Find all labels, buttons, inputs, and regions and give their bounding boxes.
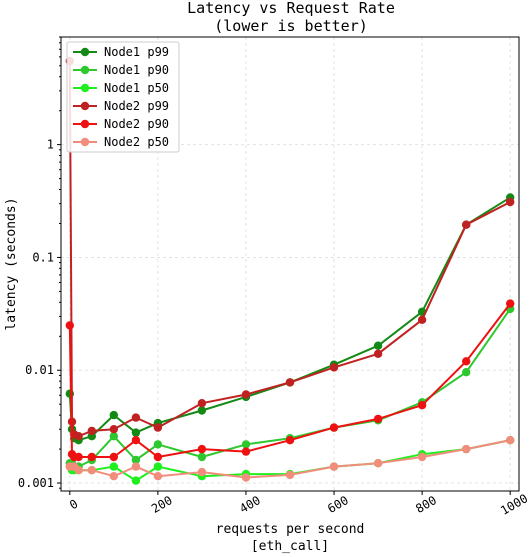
data-point-node1-p99 <box>197 406 207 415</box>
data-point-node1-p90 <box>197 452 207 462</box>
data-point-node2-p50 <box>373 459 383 468</box>
legend-label-node1-p90: Node1 p90 <box>104 63 169 77</box>
data-point-node2-p50 <box>153 472 163 481</box>
grid <box>61 37 519 491</box>
data-point-node2-p90 <box>153 452 163 462</box>
x-axis-label-line2: [eth_call] <box>251 539 329 554</box>
data-point-node2-p99 <box>373 349 383 358</box>
data-point-node2-p99 <box>74 432 83 441</box>
data-point-node2-p90 <box>329 423 339 432</box>
legend-label-node1-p99: Node1 p99 <box>104 45 169 59</box>
data-point-node2-p99 <box>241 390 251 399</box>
data-point-node2-p90 <box>506 299 515 308</box>
chart-title-line1: Latency vs Request Rate <box>187 0 395 17</box>
legend-marker-node2-p99 <box>80 101 90 111</box>
data-point-node2-p50 <box>285 470 295 480</box>
data-point-node2-p90 <box>74 452 83 462</box>
y-tick-label: 0.01 <box>25 363 54 377</box>
data-point-node2-p90 <box>241 447 251 456</box>
data-point-node2-p50 <box>241 473 251 482</box>
data-point-node2-p50 <box>197 467 207 477</box>
x-axis-label-line1: requests per second <box>216 522 365 537</box>
data-point-node2-p99 <box>87 426 97 436</box>
y-tick-label: 1 <box>47 138 54 152</box>
data-point-node2-p99 <box>462 220 471 229</box>
data-point-node2-p50 <box>417 452 427 462</box>
data-point-node2-p90 <box>87 452 97 462</box>
plot-frame <box>60 36 520 492</box>
series-line-node1-p99 <box>68 196 511 442</box>
y-tick-label: 0.001 <box>18 476 54 490</box>
data-point-node1-p50 <box>109 462 119 471</box>
data-point-node1-p99 <box>373 341 383 350</box>
data-point-node1-p99 <box>131 428 141 437</box>
plot-series <box>65 56 515 485</box>
data-point-node1-p99 <box>109 410 119 420</box>
legend: Node1 p99 Node1 p90 Node1 p50 Node2 p99 Node… <box>66 41 180 153</box>
data-point-node1-p90 <box>109 432 119 441</box>
data-point-node2-p99 <box>153 423 163 432</box>
x-tick-label: 800 <box>413 493 439 516</box>
data-point-node2-p50 <box>131 462 141 471</box>
legend-marker-node1-p90 <box>80 65 90 75</box>
data-point-node2-p99 <box>506 197 515 207</box>
data-point-node1-p50 <box>153 462 163 471</box>
data-point-node2-p99 <box>329 363 339 372</box>
data-point-node2-p90 <box>373 414 383 424</box>
data-point-node2-p99 <box>109 425 119 434</box>
x-tick-label: 600 <box>325 493 351 516</box>
data-point-node2-p90 <box>197 444 207 454</box>
y-axis-label: latency (seconds) <box>4 197 19 330</box>
data-point-node2-p99 <box>285 378 295 387</box>
data-point-node2-p90 <box>65 321 75 330</box>
legend-label-node2-p99: Node2 p99 <box>104 99 169 113</box>
legend-label-node2-p90: Node2 p90 <box>104 117 169 131</box>
data-point-node1-p90 <box>131 455 141 465</box>
chart-title-line2: (lower is better) <box>214 17 368 35</box>
data-point-node2-p50 <box>506 436 515 445</box>
data-point-node2-p90 <box>131 436 141 445</box>
data-point-node1-p90 <box>153 440 163 449</box>
legend-marker-node2-p90 <box>80 119 90 129</box>
data-point-node2-p90 <box>462 357 471 366</box>
x-tick-label: 200 <box>149 493 175 516</box>
data-point-node1-p90 <box>241 440 251 449</box>
data-point-node1-p50 <box>131 476 141 485</box>
data-point-node2-p90 <box>417 401 427 410</box>
x-tick-label: 0 <box>67 497 80 513</box>
data-point-node2-p99 <box>197 399 207 408</box>
x-tick-label: 400 <box>237 493 263 516</box>
data-point-node2-p90 <box>109 452 119 462</box>
legend-label-node1-p50: Node1 p50 <box>104 81 169 95</box>
legend-marker-node1-p99 <box>80 47 90 57</box>
data-point-node2-p50 <box>109 472 119 481</box>
legend-marker-node2-p50 <box>80 137 90 147</box>
y-tick-label: 0.1 <box>32 250 54 264</box>
legend-marker-node1-p50 <box>80 83 90 93</box>
data-point-node2-p50 <box>87 466 97 475</box>
data-point-node1-p90 <box>462 368 471 377</box>
legend-label-node2-p50: Node2 p50 <box>104 135 169 149</box>
data-point-node2-p99 <box>131 413 141 422</box>
data-point-node2-p99 <box>417 315 427 324</box>
data-point-node2-p90 <box>285 436 295 445</box>
data-point-node2-p50 <box>462 444 471 454</box>
data-point-node2-p50 <box>329 462 339 471</box>
data-point-node2-p50 <box>74 466 83 475</box>
x-tick-label: 1000 <box>498 491 529 518</box>
